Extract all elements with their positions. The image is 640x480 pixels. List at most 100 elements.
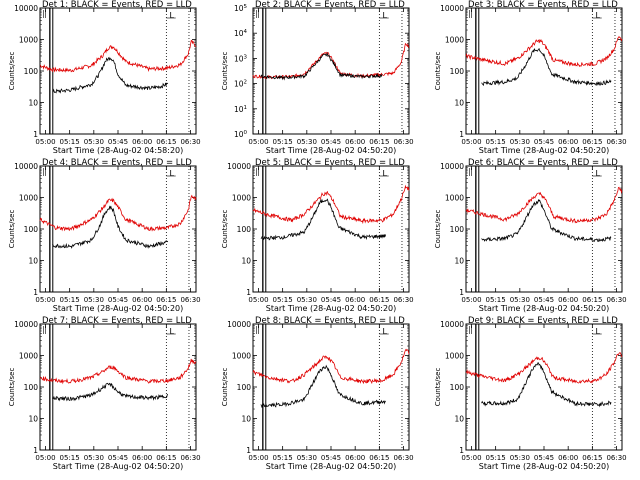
series-events-black	[260, 364, 386, 408]
y-tick-label: 1000	[19, 36, 38, 45]
series-lld-red	[39, 39, 197, 73]
plot-frame	[39, 323, 197, 451]
y-tick-label: 1	[459, 288, 464, 297]
y-tick-label: 1	[246, 446, 251, 455]
series-lld-red	[465, 352, 623, 384]
y-tick-label: 1	[246, 288, 251, 297]
y-tick-label: 10000	[440, 4, 464, 13]
x-tick-label: 05:00	[461, 296, 481, 304]
y-tick-label: 10000	[440, 162, 464, 171]
y-tick-label: 1000	[232, 352, 251, 361]
y-axis-label: Counts/sec	[434, 210, 442, 249]
x-tick-label: 05:30	[297, 454, 317, 462]
panel-det-6: Det 6: BLACK = Events, RED = LLD 1 10 100 10…	[434, 158, 627, 313]
x-tick-label: 06:30	[180, 138, 200, 146]
y-axis-label: Counts/sec	[8, 52, 16, 91]
series-events-black	[260, 51, 383, 81]
y-tick-label: 105	[234, 4, 248, 13]
panel-title: Det 9: BLACK = Events, RED = LLD	[468, 316, 618, 326]
y-axis-label: Counts/sec	[8, 368, 16, 407]
x-tick-label: 05:45	[321, 454, 341, 462]
x-tick-label: 05:30	[510, 138, 530, 146]
y-tick-label: 10000	[227, 320, 251, 329]
panel-title: Det 6: BLACK = Events, RED = LLD	[468, 158, 618, 168]
x-tick-label: 05:30	[297, 296, 317, 304]
marker-annotation: L	[382, 169, 387, 178]
x-tick-label: 05:15	[486, 138, 506, 146]
series-lld-red	[465, 186, 623, 224]
marker-annotation: L	[595, 327, 600, 336]
x-axis-label: Start Time (28-Aug-02 04:50:20)	[479, 462, 610, 471]
x-tick-label: 05:45	[321, 296, 341, 304]
plot-frame	[252, 165, 410, 293]
plot-frame	[252, 323, 410, 451]
panel-det-9: Det 9: BLACK = Events, RED = LLD 1 10 100 10…	[434, 316, 627, 471]
panel-title: Det 4: BLACK = Events, RED = LLD	[42, 158, 192, 168]
x-tick-label: 05:45	[108, 454, 128, 462]
panel-det-5: Det 5: BLACK = Events, RED = LLD 1 10 100 10…	[221, 158, 414, 313]
y-tick-label: 100	[234, 130, 248, 139]
y-tick-label: 1	[33, 288, 38, 297]
x-tick-label: 05:45	[321, 138, 341, 146]
y-tick-label: 1000	[19, 352, 38, 361]
x-tick-label: 05:00	[248, 296, 268, 304]
x-tick-label: 06:00	[132, 454, 152, 462]
y-tick-label: 10000	[227, 162, 251, 171]
y-tick-label: 1	[33, 446, 38, 455]
y-tick-label: 10	[28, 257, 38, 266]
y-axis-label: Counts/sec	[221, 52, 229, 91]
plot-frame	[465, 165, 623, 293]
y-axis-label: Counts/sec	[434, 52, 442, 91]
x-tick-label: 06:15	[369, 296, 389, 304]
y-tick-label: 1000	[445, 352, 464, 361]
panel-title: Det 8: BLACK = Events, RED = LLD	[255, 316, 405, 326]
series-lld-red	[39, 194, 197, 232]
y-tick-label: 100	[24, 67, 39, 76]
y-axis-label: Counts/sec	[8, 210, 16, 249]
x-tick-label: 06:00	[345, 454, 365, 462]
panel-det-1: Det 1: BLACK = Events, RED = LLD 1 10 100 10…	[8, 0, 201, 155]
x-tick-label: 05:15	[60, 454, 80, 462]
x-tick-label: 05:15	[486, 296, 506, 304]
x-tick-label: 05:00	[248, 138, 268, 146]
x-tick-label: 06:30	[606, 454, 626, 462]
y-axis-label: Counts/sec	[221, 210, 229, 249]
y-tick-exponent: 2	[244, 80, 248, 86]
y-tick-exponent: 4	[244, 29, 248, 35]
y-tick-label: 100	[237, 383, 252, 392]
series-lld-red	[39, 358, 197, 385]
x-tick-label: 05:15	[60, 138, 80, 146]
y-axis-label: Counts/sec	[434, 368, 442, 407]
y-tick-label: 1000	[445, 36, 464, 45]
marker-annotation: L	[382, 327, 387, 336]
x-tick-label: 05:45	[534, 296, 554, 304]
y-tick-label: 103	[234, 54, 248, 63]
y-tick-exponent: 5	[244, 4, 248, 10]
x-tick-label: 06:15	[156, 454, 176, 462]
y-tick-label: 10	[28, 415, 38, 424]
marker-annotation: L	[169, 169, 174, 178]
y-tick-label: 1	[459, 130, 464, 139]
y-tick-label: 1000	[232, 194, 251, 203]
panel-title: Det 5: BLACK = Events, RED = LLD	[255, 158, 405, 168]
x-axis-label: Start Time (28-Aug-02 04:50:20)	[53, 304, 184, 313]
panel-det-7: Det 7: BLACK = Events, RED = LLD 1 10 100 10…	[8, 316, 201, 471]
series-events-black	[52, 205, 169, 249]
x-tick-label: 05:45	[534, 454, 554, 462]
y-tick-label: 10	[241, 257, 251, 266]
panel-det-3: Det 3: BLACK = Events, RED = LLD 1 10 100 10…	[434, 0, 627, 155]
x-axis-label: Start Time (28-Aug-02 04:50:20)	[479, 146, 610, 155]
y-tick-label: 10	[454, 415, 464, 424]
y-tick-label: 100	[24, 225, 39, 234]
series-events-black	[481, 362, 612, 408]
y-tick-label: 1000	[445, 194, 464, 203]
x-tick-label: 05:30	[510, 454, 530, 462]
x-tick-label: 05:30	[84, 454, 104, 462]
x-tick-label: 06:00	[345, 296, 365, 304]
series-lld-red	[252, 184, 410, 225]
x-tick-label: 06:30	[180, 454, 200, 462]
x-tick-label: 05:15	[60, 296, 80, 304]
series-events-black	[260, 198, 386, 241]
y-tick-label: 10000	[440, 320, 464, 329]
